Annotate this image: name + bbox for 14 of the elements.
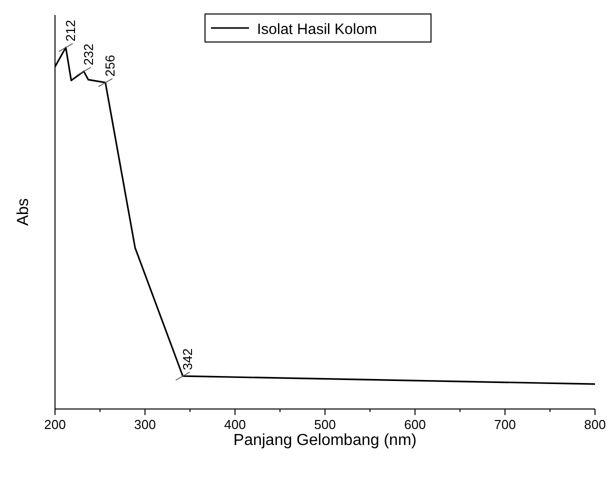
x-tick-label: 500 (314, 417, 336, 432)
annotation: 342 (180, 348, 195, 370)
x-tick-label: 300 (134, 417, 156, 432)
x-tick-label: 800 (584, 417, 606, 432)
legend-label: Isolat Hasil Kolom (257, 21, 378, 38)
x-axis-title: Panjang Gelombang (nm) (233, 432, 417, 449)
annotation: 256 (102, 54, 118, 77)
x-tick-label: 400 (224, 417, 246, 432)
x-tick-label: 200 (44, 417, 66, 432)
annotation: 212 (62, 20, 78, 42)
x-tick-label: 700 (494, 417, 516, 432)
annotation: 232 (80, 44, 96, 66)
x-tick-label: 600 (404, 417, 426, 432)
y-axis-title: Abs (15, 198, 32, 226)
